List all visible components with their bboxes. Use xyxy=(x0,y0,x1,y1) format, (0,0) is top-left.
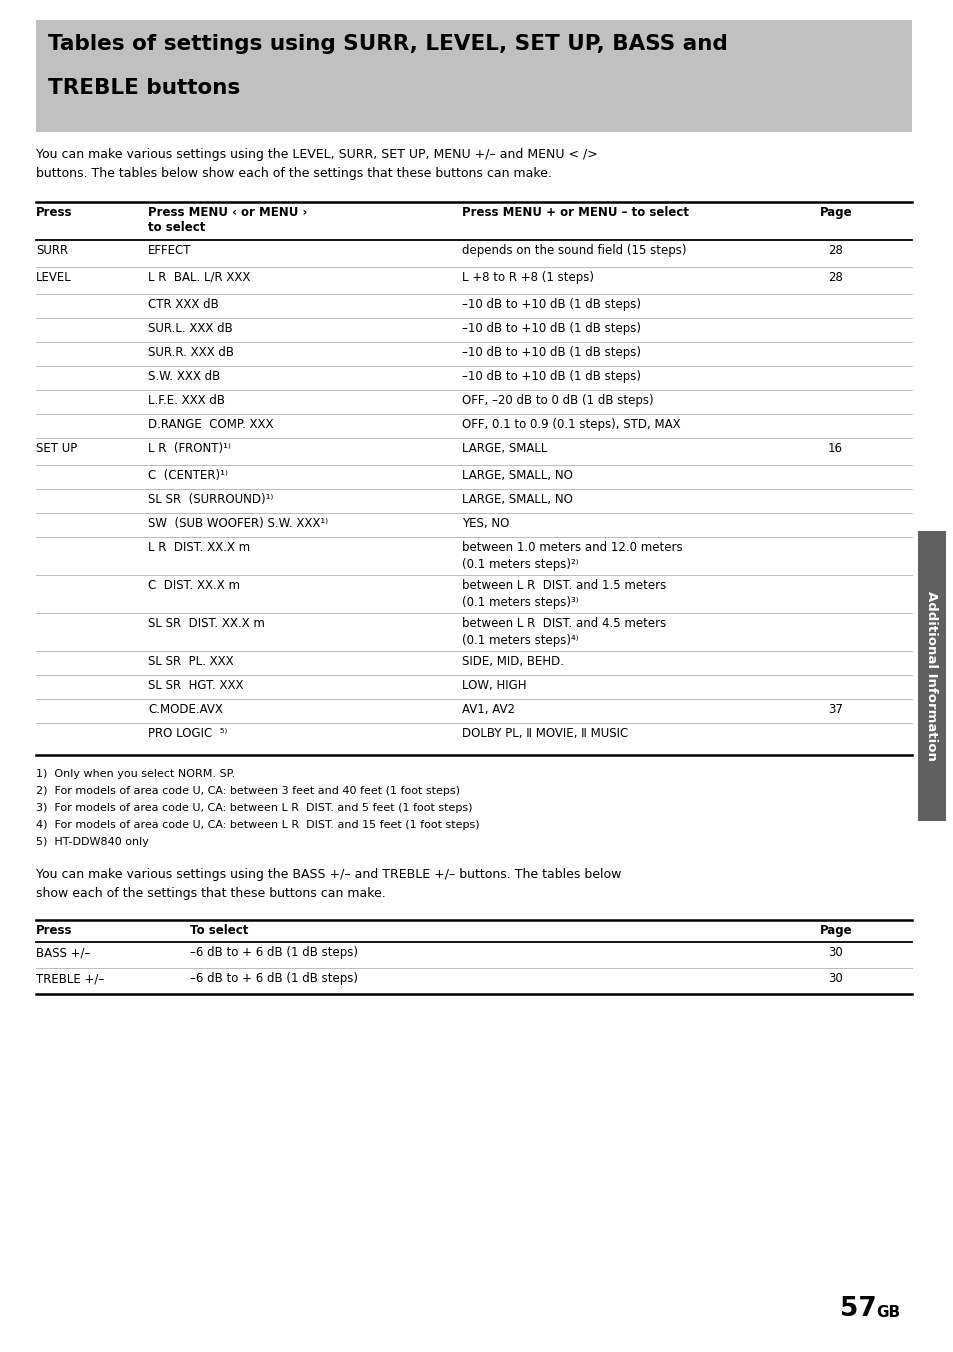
Text: SW  (SUB WOOFER) S.W. XXX¹⁾: SW (SUB WOOFER) S.W. XXX¹⁾ xyxy=(148,516,328,530)
Text: SUR.R. XXX dB: SUR.R. XXX dB xyxy=(148,346,233,360)
Text: YES, NO: YES, NO xyxy=(461,516,509,530)
Text: SL SR  DIST. XX.X m: SL SR DIST. XX.X m xyxy=(148,617,265,630)
Text: L R  BAL. L/R XXX: L R BAL. L/R XXX xyxy=(148,270,250,284)
Text: 5)  HT-DDW840 only: 5) HT-DDW840 only xyxy=(36,837,149,846)
Text: DOLBY PL, Ⅱ MOVIE, Ⅱ MUSIC: DOLBY PL, Ⅱ MOVIE, Ⅱ MUSIC xyxy=(461,727,628,740)
Text: You can make various settings using the LEVEL, SURR, SET UP, MENU +/– and MENU <: You can make various settings using the … xyxy=(36,147,598,180)
Bar xyxy=(36,20,911,132)
Text: L R  (FRONT)¹⁾: L R (FRONT)¹⁾ xyxy=(148,442,231,456)
Text: Additional Information: Additional Information xyxy=(924,591,938,761)
Text: Tables of settings using SURR, LEVEL, SET UP, BASS and: Tables of settings using SURR, LEVEL, SE… xyxy=(48,34,727,54)
Text: L +8 to R +8 (1 steps): L +8 to R +8 (1 steps) xyxy=(461,270,594,284)
Text: 2)  For models of area code U, CA: between 3 feet and 40 feet (1 foot steps): 2) For models of area code U, CA: betwee… xyxy=(36,786,459,796)
Text: SL SR  PL. XXX: SL SR PL. XXX xyxy=(148,654,233,668)
Text: –10 dB to +10 dB (1 dB steps): –10 dB to +10 dB (1 dB steps) xyxy=(461,297,640,311)
Text: SURR: SURR xyxy=(36,243,68,257)
Text: LOW, HIGH: LOW, HIGH xyxy=(461,679,526,692)
Text: SL SR  HGT. XXX: SL SR HGT. XXX xyxy=(148,679,243,692)
Text: Page: Page xyxy=(820,923,852,937)
Text: L.F.E. XXX dB: L.F.E. XXX dB xyxy=(148,393,225,407)
Text: OFF, 0.1 to 0.9 (0.1 steps), STD, MAX: OFF, 0.1 to 0.9 (0.1 steps), STD, MAX xyxy=(461,418,679,431)
Text: L R  DIST. XX.X m: L R DIST. XX.X m xyxy=(148,541,250,554)
Text: TREBLE +/–: TREBLE +/– xyxy=(36,972,104,986)
Text: SET UP: SET UP xyxy=(36,442,77,456)
Text: 57: 57 xyxy=(840,1297,876,1322)
Bar xyxy=(917,531,945,821)
Text: TREBLE buttons: TREBLE buttons xyxy=(48,78,240,97)
Text: between 1.0 meters and 12.0 meters
(0.1 meters steps)²⁾: between 1.0 meters and 12.0 meters (0.1 … xyxy=(461,541,682,571)
Text: D.RANGE  COMP. XXX: D.RANGE COMP. XXX xyxy=(148,418,274,431)
Text: LEVEL: LEVEL xyxy=(36,270,71,284)
Text: LARGE, SMALL, NO: LARGE, SMALL, NO xyxy=(461,493,572,506)
Text: C  DIST. XX.X m: C DIST. XX.X m xyxy=(148,579,240,592)
Text: AV1, AV2: AV1, AV2 xyxy=(461,703,515,717)
Text: between L R  DIST. and 4.5 meters
(0.1 meters steps)⁴⁾: between L R DIST. and 4.5 meters (0.1 me… xyxy=(461,617,665,648)
Text: Page: Page xyxy=(820,206,852,219)
Text: 30: 30 xyxy=(827,946,841,959)
Text: 30: 30 xyxy=(827,972,841,986)
Text: Press: Press xyxy=(36,206,72,219)
Text: Press: Press xyxy=(36,923,72,937)
Text: 28: 28 xyxy=(827,270,842,284)
Text: 3)  For models of area code U, CA: between L R  DIST. and 5 feet (1 foot steps): 3) For models of area code U, CA: betwee… xyxy=(36,803,472,813)
Text: SIDE, MID, BEHD.: SIDE, MID, BEHD. xyxy=(461,654,563,668)
Text: Press MENU ‹ or MENU ›: Press MENU ‹ or MENU › xyxy=(148,206,307,219)
Text: C.MODE.AVX: C.MODE.AVX xyxy=(148,703,223,717)
Text: SL SR  (SURROUND)¹⁾: SL SR (SURROUND)¹⁾ xyxy=(148,493,274,506)
Text: To select: To select xyxy=(190,923,248,937)
Text: PRO LOGIC  ⁵⁾: PRO LOGIC ⁵⁾ xyxy=(148,727,227,740)
Text: LARGE, SMALL, NO: LARGE, SMALL, NO xyxy=(461,469,572,483)
Text: EFFECT: EFFECT xyxy=(148,243,192,257)
Text: –6 dB to + 6 dB (1 dB steps): –6 dB to + 6 dB (1 dB steps) xyxy=(190,972,357,986)
Text: Press MENU + or MENU – to select: Press MENU + or MENU – to select xyxy=(461,206,688,219)
Text: C  (CENTER)¹⁾: C (CENTER)¹⁾ xyxy=(148,469,228,483)
Text: SUR.L. XXX dB: SUR.L. XXX dB xyxy=(148,322,233,335)
Text: BASS +/–: BASS +/– xyxy=(36,946,91,959)
Text: S.W. XXX dB: S.W. XXX dB xyxy=(148,370,220,383)
Text: depends on the sound field (15 steps): depends on the sound field (15 steps) xyxy=(461,243,686,257)
Text: to select: to select xyxy=(148,220,205,234)
Text: 37: 37 xyxy=(827,703,842,717)
Text: LARGE, SMALL: LARGE, SMALL xyxy=(461,442,547,456)
Text: OFF, –20 dB to 0 dB (1 dB steps): OFF, –20 dB to 0 dB (1 dB steps) xyxy=(461,393,653,407)
Text: –10 dB to +10 dB (1 dB steps): –10 dB to +10 dB (1 dB steps) xyxy=(461,370,640,383)
Text: –6 dB to + 6 dB (1 dB steps): –6 dB to + 6 dB (1 dB steps) xyxy=(190,946,357,959)
Text: –10 dB to +10 dB (1 dB steps): –10 dB to +10 dB (1 dB steps) xyxy=(461,322,640,335)
Text: 28: 28 xyxy=(827,243,842,257)
Text: You can make various settings using the BASS +/– and TREBLE +/– buttons. The tab: You can make various settings using the … xyxy=(36,868,620,900)
Text: between L R  DIST. and 1.5 meters
(0.1 meters steps)³⁾: between L R DIST. and 1.5 meters (0.1 me… xyxy=(461,579,665,608)
Text: –10 dB to +10 dB (1 dB steps): –10 dB to +10 dB (1 dB steps) xyxy=(461,346,640,360)
Text: 1)  Only when you select NORM. SP.: 1) Only when you select NORM. SP. xyxy=(36,769,235,779)
Text: 16: 16 xyxy=(827,442,842,456)
Text: 4)  For models of area code U, CA: between L R  DIST. and 15 feet (1 foot steps): 4) For models of area code U, CA: betwee… xyxy=(36,821,479,830)
Text: CTR XXX dB: CTR XXX dB xyxy=(148,297,218,311)
Text: GB: GB xyxy=(875,1305,900,1320)
